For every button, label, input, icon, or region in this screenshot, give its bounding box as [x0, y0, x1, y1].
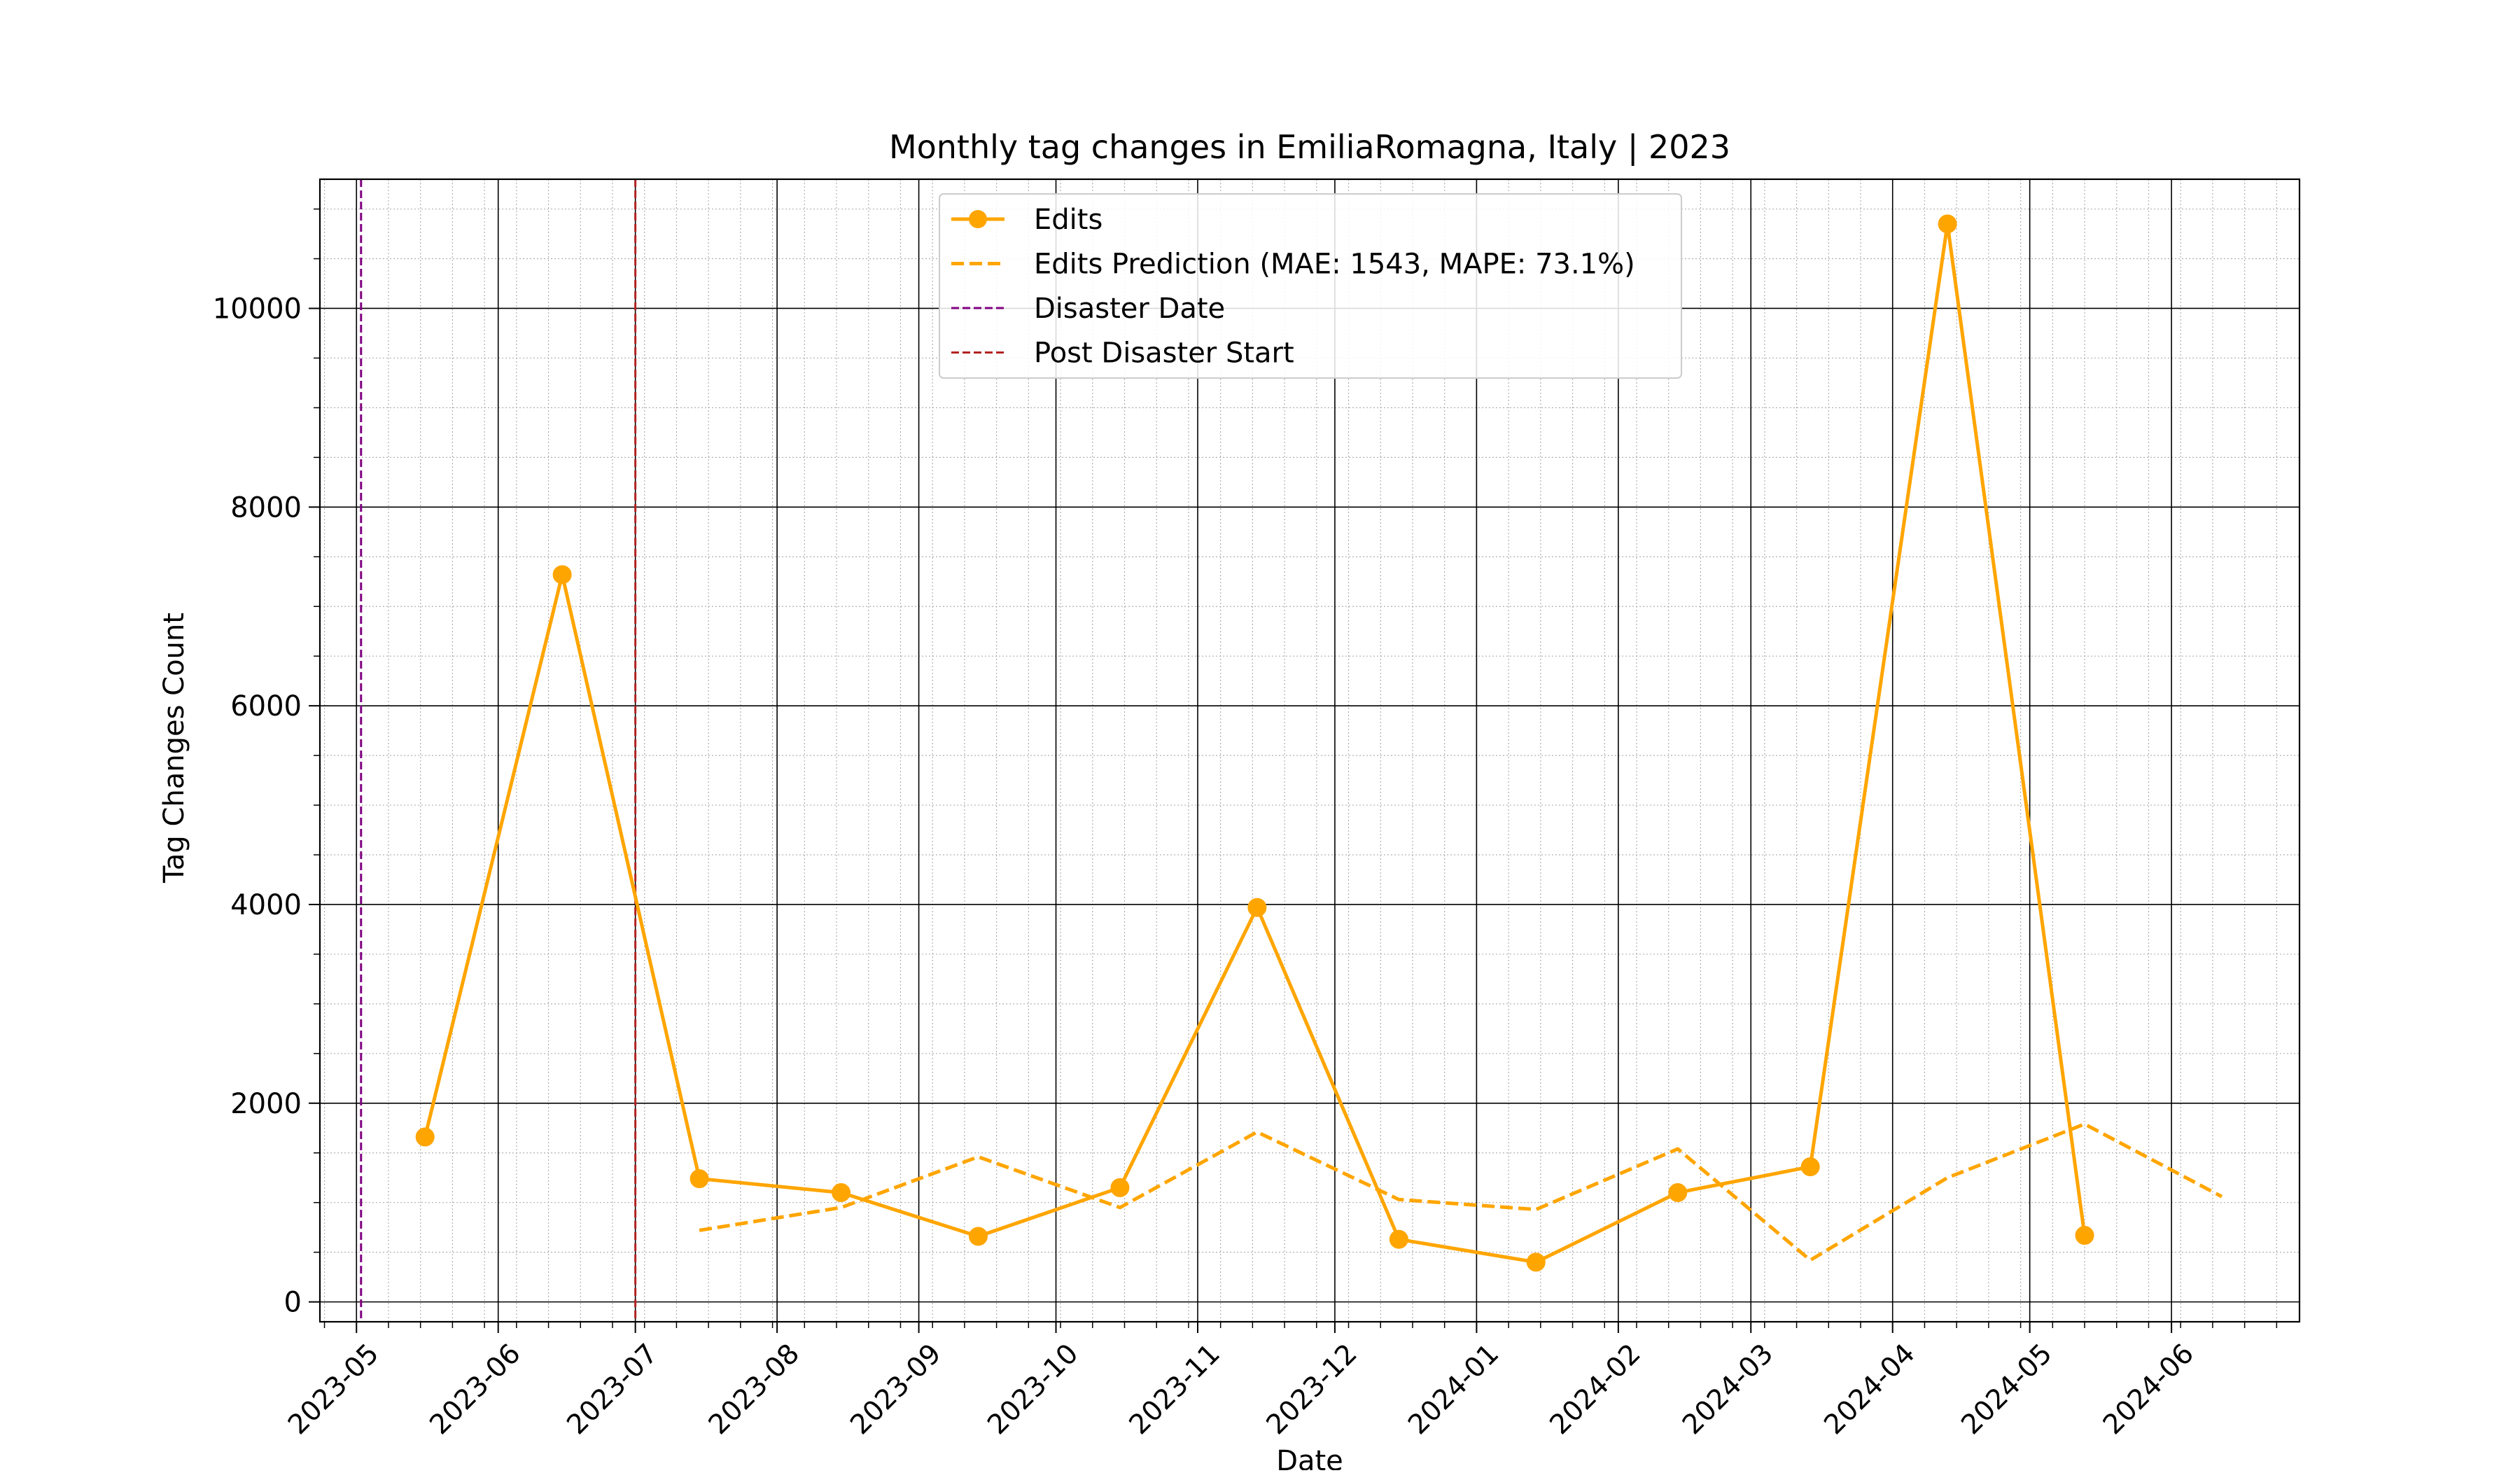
edits-point: [1247, 898, 1267, 917]
legend-label: Edits Prediction (MAE: 1543, MAPE: 73.1%…: [1034, 249, 1635, 281]
y-tick-label: 2000: [230, 1088, 302, 1120]
x-axis-label: Date: [1276, 1445, 1343, 1470]
y-tick-label: 6000: [230, 690, 302, 722]
minor-grid: [320, 179, 2300, 1322]
y-tick-label: 10000: [213, 293, 302, 325]
legend: Edits Edits Prediction (MAE: 1543, MAPE: …: [939, 193, 1682, 379]
edits-point: [1110, 1178, 1130, 1197]
series-group: [415, 214, 2223, 1272]
edits-point: [415, 1127, 435, 1147]
y-axis-label: Tag Changes Count: [158, 613, 190, 884]
legend-swatch-marker: [969, 210, 987, 228]
y-tick-label: 8000: [230, 491, 302, 524]
edits-point: [1668, 1183, 1688, 1203]
chart-title: Monthly tag changes in EmiliaRomagna, It…: [889, 128, 1730, 167]
legend-label: Disaster Date: [1034, 293, 1225, 325]
edits-point: [1800, 1157, 1820, 1177]
y-tick-label: 4000: [230, 889, 302, 921]
plot-frame: [318, 178, 2301, 1323]
edits-point: [552, 565, 572, 585]
edits-point: [1389, 1229, 1408, 1249]
edits-point: [1938, 214, 1957, 234]
edits-point: [832, 1183, 851, 1203]
edits-point: [2075, 1226, 2094, 1245]
edits-prediction-line: [699, 1122, 2223, 1262]
legend-label: Edits: [1034, 204, 1102, 236]
edits-point: [1526, 1252, 1546, 1272]
edits-point: [968, 1227, 988, 1246]
edits-point: [690, 1169, 709, 1189]
y-tick-label: 0: [284, 1287, 302, 1319]
vertical-marker-lines: [360, 179, 637, 1322]
legend-box: [939, 193, 1682, 379]
legend-label: Post Disaster Start: [1034, 337, 1294, 370]
